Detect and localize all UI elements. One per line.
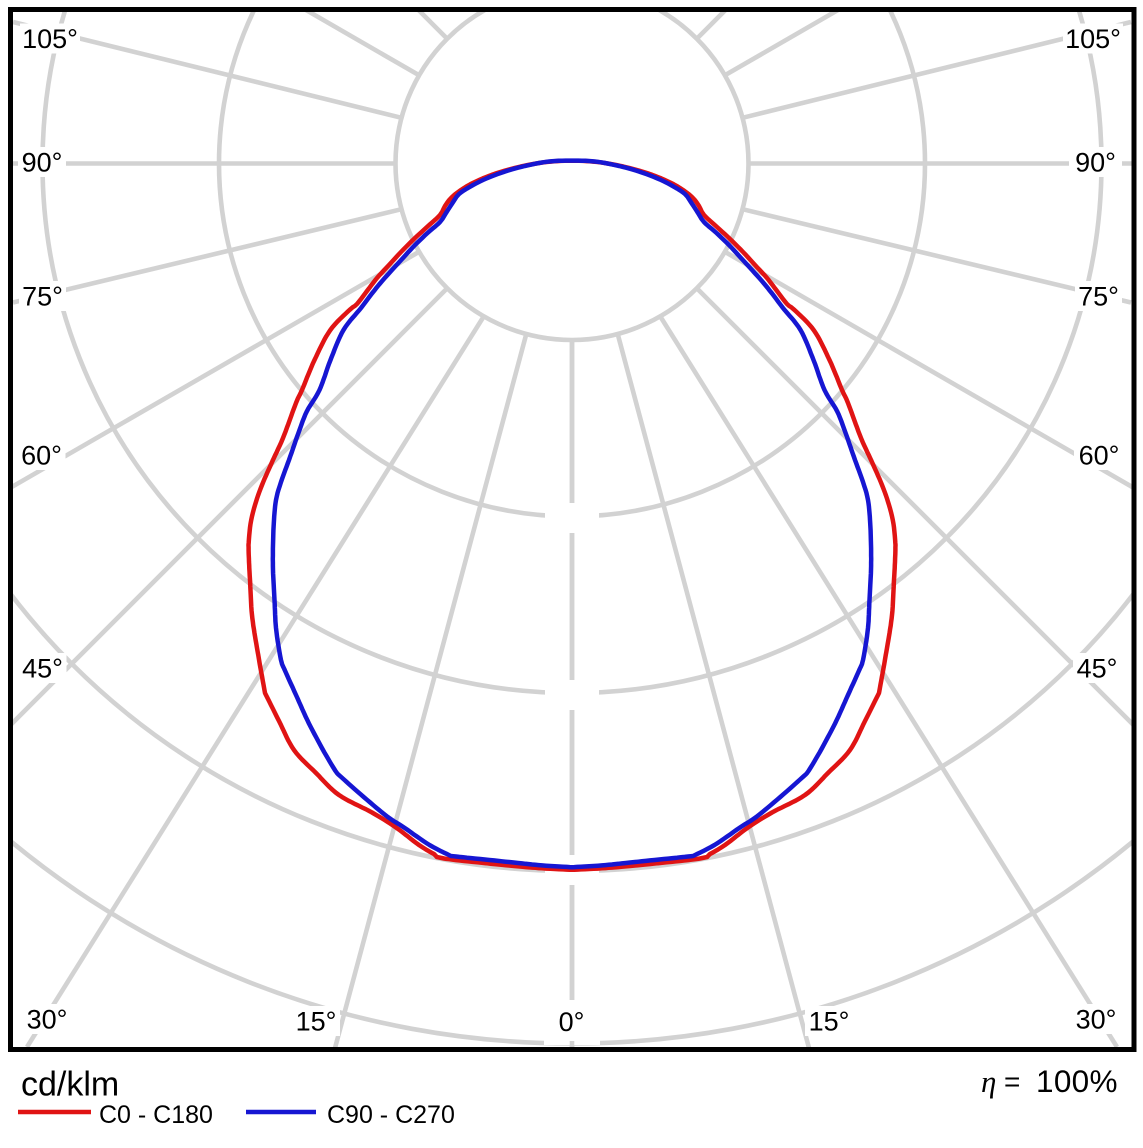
svg-text:=: = [1004,1066,1020,1097]
svg-text:105°: 105° [1065,24,1121,54]
svg-text:75°: 75° [1078,282,1119,312]
svg-text:75°: 75° [22,282,63,312]
svg-text:45°: 45° [22,654,63,684]
svg-text:15°: 15° [296,1007,337,1037]
svg-text:90°: 90° [1075,148,1116,178]
svg-text:90°: 90° [22,148,63,178]
svg-text:100%: 100% [1036,1063,1118,1099]
svg-text:45°: 45° [1077,654,1118,684]
svg-text:105°: 105° [22,24,78,54]
svg-text:60°: 60° [21,441,62,471]
svg-text:cd/klm: cd/klm [21,1066,119,1104]
svg-text:0°: 0° [559,1007,585,1037]
svg-text:15°: 15° [809,1007,850,1037]
svg-text:C90 - C270: C90 - C270 [327,1101,455,1129]
svg-text:30°: 30° [27,1005,68,1035]
svg-text:30°: 30° [1076,1005,1117,1035]
svg-text:η: η [981,1064,996,1099]
svg-text:C0 - C180: C0 - C180 [99,1101,213,1129]
svg-text:60°: 60° [1079,441,1120,471]
